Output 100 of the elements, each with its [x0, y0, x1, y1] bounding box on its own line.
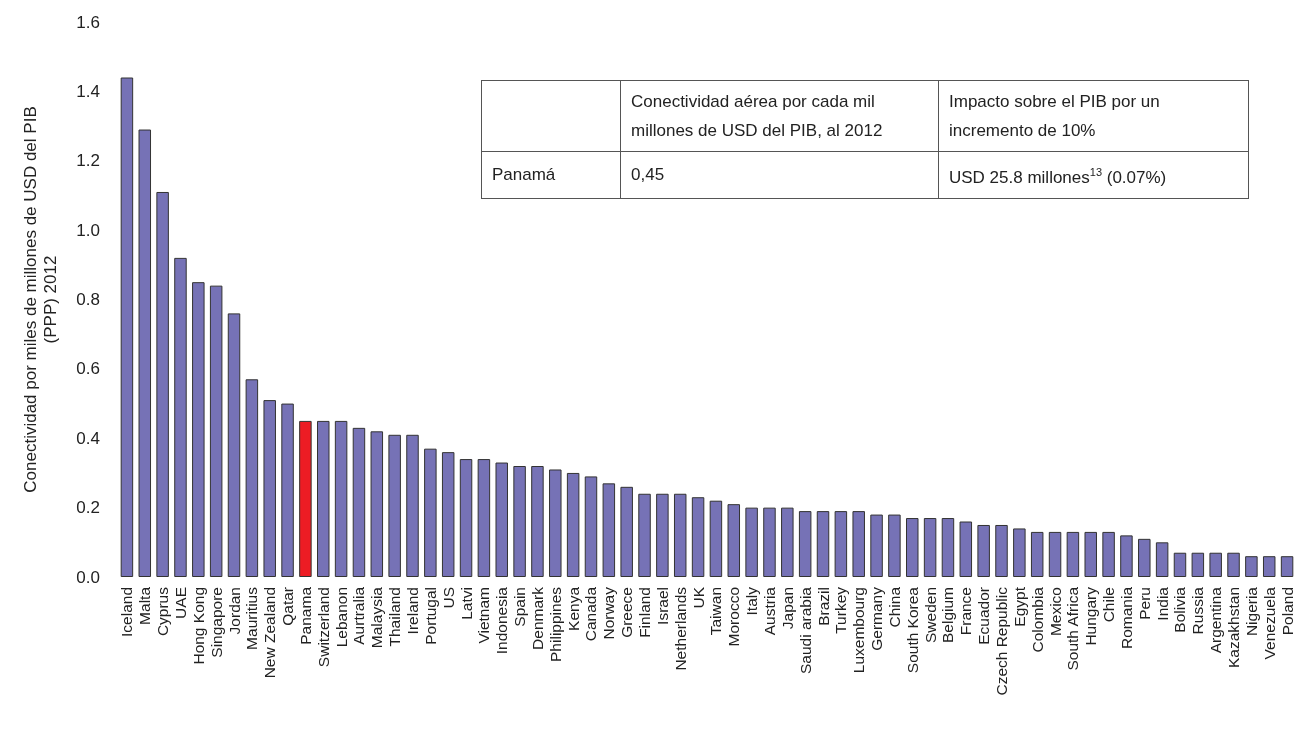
x-tick-label: Spain	[511, 587, 529, 627]
x-tick-label: Sweden	[921, 587, 939, 644]
bar	[1013, 528, 1026, 577]
x-tick-label: Taiwan	[707, 587, 725, 636]
bar	[566, 472, 580, 577]
bar	[531, 466, 544, 577]
x-tick-label: Austria	[760, 586, 778, 636]
bar	[174, 257, 187, 577]
bar	[923, 518, 937, 577]
bar	[584, 476, 598, 577]
bar	[1155, 542, 1169, 577]
x-tick-label: Portugal	[421, 587, 439, 645]
x-tick-label: Cyprus	[154, 586, 172, 637]
x-tick-label: Germany	[868, 586, 886, 651]
x-tick-label: Norway	[600, 586, 618, 640]
y-axis-title: Conectividad por miles de millones de USD del PIB (PPP) 2012	[20, 106, 60, 493]
y-tick-label: 1.2	[76, 151, 100, 171]
x-tick-label: Argentina	[1207, 586, 1225, 654]
x-tick-label: New Zealand	[261, 587, 279, 679]
x-tick-label: Netherlands	[671, 586, 689, 671]
x-tick-label: Lebanon	[332, 587, 350, 648]
x-tick-label: Finland	[636, 587, 654, 638]
x-tick-label: South Korea	[903, 586, 921, 674]
x-tick-label: Jordan	[225, 587, 243, 635]
x-tick-label: Latvi	[457, 587, 475, 620]
bar	[406, 434, 419, 577]
y-tick-label: 0.8	[76, 290, 100, 309]
x-tick-label: Panama	[296, 586, 314, 645]
bar	[888, 514, 901, 577]
x-tick-label: Saudi arabia	[796, 586, 814, 675]
x-tick-label: Malaysia	[368, 586, 386, 649]
bar	[1262, 556, 1276, 577]
x-tick-label: Peru	[1135, 587, 1153, 620]
bar	[745, 507, 758, 577]
bar	[656, 493, 669, 577]
x-tick-label: Italy	[743, 586, 761, 616]
bar	[281, 403, 294, 577]
x-tick-label: Denmark	[528, 586, 546, 650]
x-tick-label: Switzerland	[314, 587, 332, 668]
bar	[1280, 556, 1294, 577]
x-tick-label: Mauritius	[243, 586, 261, 650]
x-tick-label: Hungary	[1082, 586, 1100, 646]
bar	[477, 459, 491, 577]
bar	[120, 77, 134, 577]
x-tick-label: Chile	[1100, 587, 1118, 623]
x-tick-label: Malta	[136, 586, 154, 625]
x-tick-label: Luxembourg	[850, 587, 868, 674]
x-tick-label: Philippines	[546, 586, 564, 662]
bar	[156, 191, 169, 577]
bar	[1048, 531, 1062, 577]
bar	[798, 511, 812, 577]
y-tick-label: 0.0	[76, 567, 100, 587]
x-tick-label: Russia	[1189, 586, 1207, 635]
bar	[709, 500, 723, 577]
x-tick-label: Japan	[778, 587, 796, 630]
bar	[138, 129, 152, 577]
x-tick-label: Brazil	[814, 587, 832, 626]
bar	[781, 507, 794, 577]
bar	[245, 379, 259, 577]
bar	[995, 524, 1008, 577]
annotation: Panamá	[481, 151, 621, 199]
bar	[370, 431, 384, 577]
x-tick-label: Nigeria	[1242, 586, 1260, 637]
x-tick-label: Ireland	[404, 587, 421, 635]
bar	[424, 448, 437, 577]
x-tick-label: Romania	[1117, 586, 1135, 650]
x-tick-label: Kenya	[564, 586, 582, 631]
x-tick-label: Greece	[618, 587, 636, 638]
bar	[317, 420, 330, 577]
x-tick-label: Turkey	[832, 586, 850, 634]
x-tick-label: Mexico	[1046, 587, 1064, 637]
x-tick-label: UAE	[171, 587, 189, 619]
bar	[1209, 552, 1222, 577]
bar	[459, 459, 473, 577]
bar	[388, 434, 401, 577]
x-tick-label: Thailand	[386, 587, 404, 647]
x-tick-label: Egypt	[1010, 586, 1028, 627]
y-tick-label: 1.0	[76, 220, 100, 240]
x-tick-label: China	[885, 586, 903, 628]
bar	[227, 313, 241, 577]
bar	[334, 420, 348, 577]
bar	[441, 452, 455, 577]
x-tick-label: US	[439, 587, 457, 609]
y-tick-label: 1.4	[76, 81, 100, 101]
x-tick-label: Belgium	[939, 587, 957, 643]
bar	[1245, 556, 1258, 577]
bar	[763, 507, 776, 577]
bar	[620, 486, 633, 577]
bar	[549, 469, 562, 577]
x-tick-label: India	[1153, 586, 1171, 621]
bar	[495, 462, 508, 577]
y-tick-label: 1.6	[76, 12, 100, 32]
bar	[513, 466, 526, 577]
x-tick-label: Canada	[582, 586, 600, 642]
bar	[352, 427, 366, 577]
x-tick-label: Venezuela	[1260, 586, 1278, 660]
bar	[1138, 538, 1151, 577]
bar	[906, 518, 919, 577]
x-tick-label: Ecuador	[975, 587, 993, 645]
x-tick-label: Poland	[1278, 587, 1296, 636]
